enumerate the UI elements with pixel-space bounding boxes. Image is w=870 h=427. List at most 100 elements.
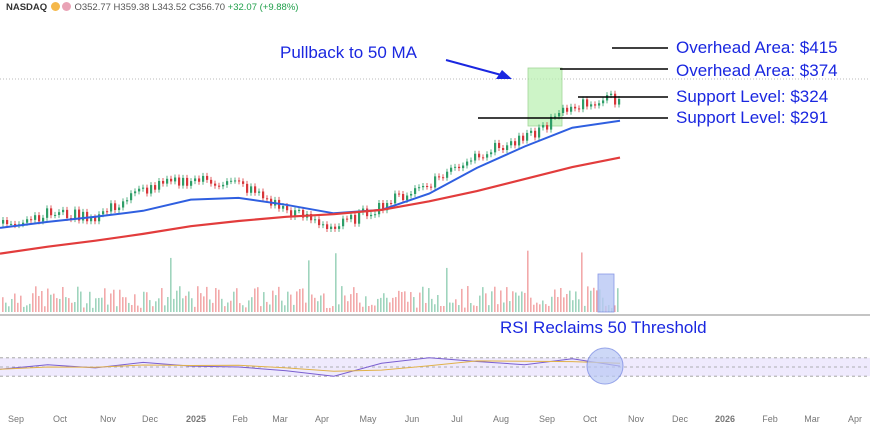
candle-body xyxy=(14,223,17,226)
x-tick-label: Aug xyxy=(493,414,509,424)
volume-bar xyxy=(497,304,499,312)
volume-bar xyxy=(335,253,337,312)
volume-bar xyxy=(437,295,439,312)
volume-bar xyxy=(272,290,274,312)
volume-bar xyxy=(443,306,445,312)
candle-body xyxy=(462,165,465,169)
volume-bar xyxy=(539,304,541,312)
volume-bar xyxy=(113,289,115,312)
candle-body xyxy=(106,211,109,213)
high-value: H359.38 xyxy=(113,2,150,13)
candle-body xyxy=(426,186,429,188)
candle-body xyxy=(450,167,453,172)
volume-bar xyxy=(59,298,61,312)
volume-bar xyxy=(53,293,55,312)
x-tick-label: Feb xyxy=(762,414,778,424)
volume-bar xyxy=(290,294,292,312)
candle-body xyxy=(202,175,205,182)
volume-bar xyxy=(83,307,85,312)
volume-bar xyxy=(98,297,100,312)
volume-bar xyxy=(101,297,103,312)
volume-bar xyxy=(41,290,43,312)
volume-bar xyxy=(545,304,547,312)
volume-bar xyxy=(125,297,127,312)
candle-body xyxy=(378,202,381,215)
volume-bar xyxy=(557,296,559,312)
candle-body xyxy=(118,207,121,211)
volume-bar xyxy=(95,298,97,312)
volume-bar xyxy=(458,305,460,312)
volume-bar xyxy=(467,286,469,312)
volume-bar xyxy=(278,286,280,312)
candle-body xyxy=(194,178,197,182)
candle-body xyxy=(430,186,433,188)
candle-body xyxy=(530,130,533,133)
volume-bar xyxy=(332,306,334,312)
volume-bar xyxy=(245,307,247,312)
candle-body xyxy=(458,166,461,169)
x-tick-label: Jul xyxy=(451,414,463,424)
x-tick-label: Jun xyxy=(405,414,420,424)
volume-bar xyxy=(206,286,208,312)
volume-bar xyxy=(29,303,31,312)
flag-icon xyxy=(61,2,71,11)
candle-body xyxy=(290,210,293,217)
candle-body xyxy=(54,214,57,216)
candle-body xyxy=(482,157,485,159)
volume-bar xyxy=(77,286,79,312)
candle-body xyxy=(534,130,537,138)
candle-body xyxy=(558,113,561,117)
volume-bar xyxy=(161,288,163,312)
volume-bar xyxy=(203,296,205,312)
x-tick-label: Dec xyxy=(672,414,689,424)
candle-body xyxy=(478,153,481,158)
volume-bar xyxy=(554,289,556,312)
volume-bar xyxy=(440,305,442,312)
volume-bar xyxy=(416,307,418,312)
volume-bar xyxy=(524,292,526,312)
candle-body xyxy=(130,193,133,201)
candle-body xyxy=(26,219,29,223)
volume-bar xyxy=(8,306,10,312)
rsi-annotation: RSI Reclaims 50 Threshold xyxy=(500,318,707,337)
x-tick-label: Sep xyxy=(8,414,24,424)
candle-body xyxy=(322,224,325,226)
volume-bar xyxy=(2,297,4,312)
volume-bar xyxy=(461,288,463,312)
volume-bar xyxy=(284,305,286,312)
volume-bar xyxy=(488,305,490,312)
volume-bar xyxy=(62,286,64,312)
candle-body xyxy=(162,180,165,184)
candle-body xyxy=(298,209,301,211)
volume-bar xyxy=(257,287,259,312)
candle-body xyxy=(10,223,13,225)
candle-body xyxy=(498,142,501,148)
volume-bar xyxy=(512,291,514,312)
candle-body xyxy=(38,215,41,222)
volume-bar xyxy=(353,287,355,312)
volume-bar xyxy=(596,290,598,312)
candle-body xyxy=(514,141,517,146)
volume-bar xyxy=(242,305,244,312)
volume-bar xyxy=(581,252,583,312)
candle-body xyxy=(186,177,189,186)
volume-bar xyxy=(134,294,136,312)
candle-body xyxy=(354,214,357,224)
low-value: L343.52 xyxy=(152,2,187,13)
candle-body xyxy=(586,99,589,107)
candle-body xyxy=(542,125,545,128)
volume-bar xyxy=(215,288,217,312)
candle-body xyxy=(22,222,25,225)
candle-body xyxy=(166,178,169,184)
volume-bar xyxy=(293,304,295,312)
candle-body xyxy=(454,166,457,168)
candle-body xyxy=(318,219,321,226)
volume-bar xyxy=(491,291,493,312)
candle-body xyxy=(218,185,221,187)
volume-bar xyxy=(380,297,382,312)
candle-body xyxy=(234,180,237,182)
volume-bar xyxy=(50,294,52,312)
candle-body xyxy=(346,218,349,220)
volume-bar xyxy=(362,306,364,312)
volume-bar xyxy=(170,257,172,312)
